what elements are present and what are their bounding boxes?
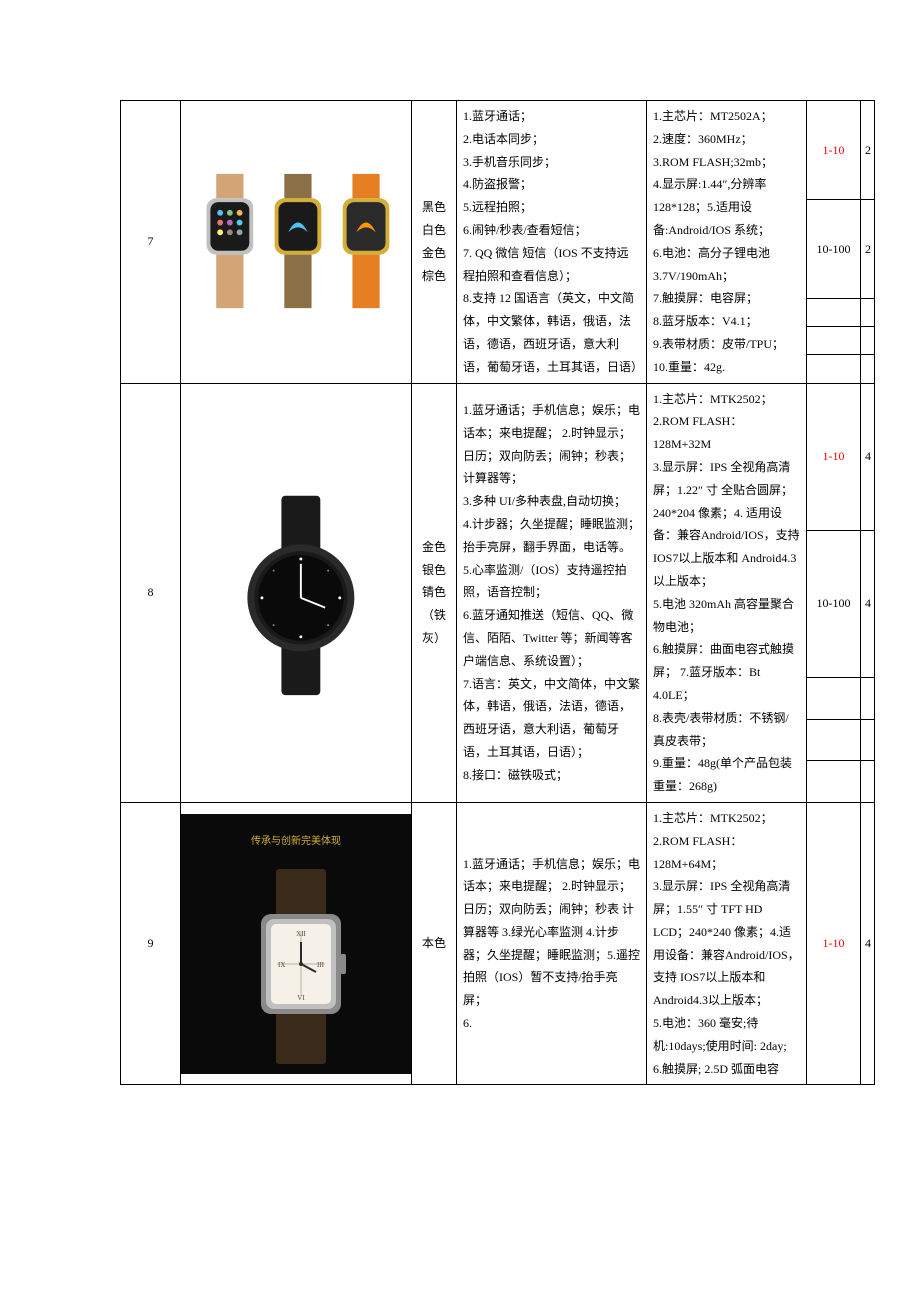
svg-text:IX: IX (278, 961, 285, 969)
qty-cell (807, 677, 861, 719)
smartwatch-image (189, 486, 403, 700)
qty-cell: 10-100 (807, 530, 861, 677)
qty-cell (807, 355, 861, 383)
svg-text:传承与创新完美体现: 传承与创新完美体现 (251, 834, 341, 847)
svg-text:VI: VI (297, 994, 305, 1002)
specs-cell: 1.主芯片：MTK2502； 2.ROM FLASH：128M+32M 3.显示… (647, 383, 807, 802)
qty-cell (807, 761, 861, 803)
qty-label: 1-10 (823, 936, 845, 950)
color-cell: 黑色 白色 金色 棕色 (412, 101, 457, 384)
last-cell (861, 719, 875, 761)
specs-cell: 1.主芯片：MTK2502； 2.ROM FLASH：128M+64M； 3.显… (647, 802, 807, 1085)
qty-cell (807, 299, 861, 327)
last-cell: 4 (861, 383, 875, 530)
last-cell: 2 (861, 101, 875, 200)
specs-cell: 1.主芯片：MT2502A； 2.速度：360MHz； 3.ROM FLASH;… (647, 101, 807, 384)
table-row: 8 金色 银色 锖色 （铁灰） 1.蓝牙通话；手 (121, 383, 875, 530)
product-image-cell: 传承与创新完美体现 XII VI IX III (181, 802, 412, 1085)
qty-label: 1-10 (823, 143, 845, 157)
qty-cell: 1-10 (807, 101, 861, 200)
last-cell (861, 327, 875, 355)
features-cell: 1.蓝牙通话；手机信息；娱乐；电话本；来电提醒； 2.时钟显示；日历；双向防丢；… (457, 383, 647, 802)
table-row: 9 传承与创新完美体现 XII VI IX III (121, 802, 875, 1085)
product-table: 7 黑色 白色 金色 (120, 100, 875, 1085)
last-cell: 4 (861, 802, 875, 1085)
last-cell (861, 761, 875, 803)
row-number: 7 (121, 101, 181, 384)
qty-cell: 1-10 (807, 383, 861, 530)
qty-cell (807, 327, 861, 355)
table-row: 7 黑色 白色 金色 (121, 101, 875, 200)
product-image-cell (181, 101, 412, 384)
smartwatch-image: 传承与创新完美体现 XII VI IX III (181, 814, 411, 1074)
qty-label: 1-10 (823, 449, 845, 463)
last-cell (861, 355, 875, 383)
last-cell: 4 (861, 530, 875, 677)
svg-text:III: III (317, 961, 325, 969)
color-cell: 本色 (412, 802, 457, 1085)
features-cell: 1.蓝牙通话；手机信息；娱乐；电话本；来电提醒； 2.时钟显示；日历；双向防丢；… (457, 802, 647, 1085)
qty-cell (807, 719, 861, 761)
last-cell: 2 (861, 200, 875, 299)
color-cell: 金色 银色 锖色 （铁灰） (412, 383, 457, 802)
last-cell (861, 677, 875, 719)
product-image-cell (181, 383, 412, 802)
features-cell: 1.蓝牙通话； 2.电话本同步； 3.手机音乐同步； 4.防盗报警； 5.远程拍… (457, 101, 647, 384)
qty-cell: 10-100 (807, 200, 861, 299)
qty-cell: 1-10 (807, 802, 861, 1085)
last-cell (861, 299, 875, 327)
svg-text:XII: XII (296, 930, 306, 938)
row-number: 9 (121, 802, 181, 1085)
smartwatch-image (189, 162, 403, 322)
row-number: 8 (121, 383, 181, 802)
